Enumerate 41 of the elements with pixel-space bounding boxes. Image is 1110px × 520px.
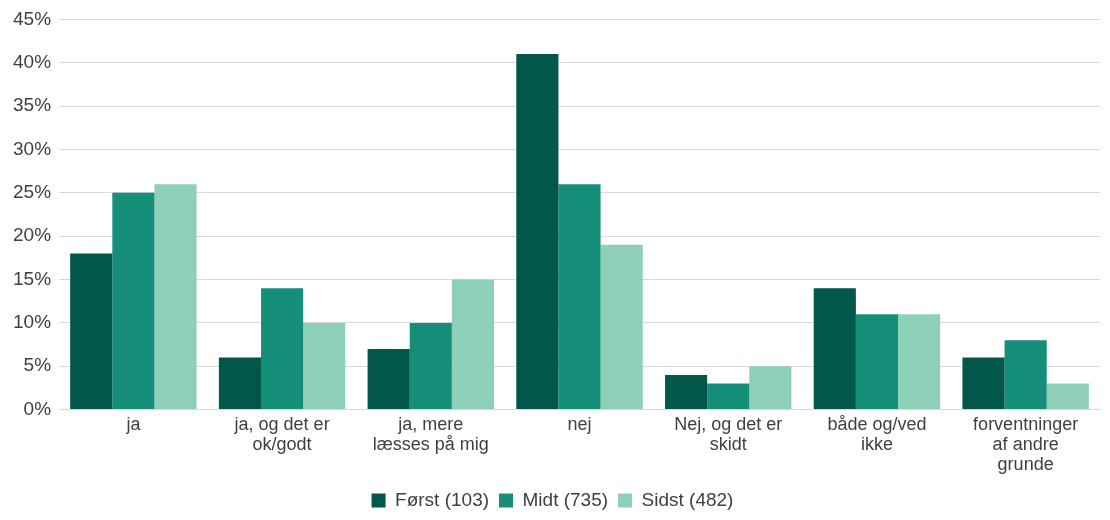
y-tick-label: 35%	[13, 94, 52, 116]
x-tick-label: Nej, og det er skidt	[674, 414, 783, 455]
y-tick-label: 5%	[23, 354, 52, 376]
bar	[707, 383, 750, 410]
bar	[749, 366, 792, 410]
legend-label: Midt (735)	[522, 488, 609, 510]
y-tick-label: 30%	[13, 137, 52, 159]
bar	[1004, 340, 1047, 410]
bar	[1046, 383, 1089, 410]
y-tick-label: 40%	[13, 50, 52, 72]
bar	[70, 253, 113, 410]
bar	[516, 54, 559, 410]
bar	[813, 288, 856, 410]
bar	[409, 322, 452, 410]
y-tick-label: 20%	[13, 224, 52, 246]
bar	[962, 357, 1005, 410]
legend-label: Sidst (482)	[641, 488, 734, 510]
bar	[898, 314, 941, 410]
bar	[218, 357, 262, 410]
x-tick-label: forventninger af andre grunde	[973, 414, 1079, 475]
bar	[855, 314, 898, 410]
x-tick-label: nej	[567, 414, 592, 435]
bar	[558, 184, 601, 410]
y-tick-label: 0%	[23, 397, 52, 419]
y-tick-label: 25%	[13, 181, 52, 203]
bar	[665, 374, 708, 410]
x-tick-label: ja	[125, 414, 142, 435]
bar	[112, 192, 155, 410]
bar	[303, 322, 346, 410]
y-tick-label: 10%	[13, 311, 52, 333]
x-tick-label: både og/ved ikke	[827, 414, 927, 455]
bar	[261, 288, 304, 410]
x-tick-label: ja, og det er ok/godt	[233, 414, 330, 455]
y-tick-label: 15%	[13, 267, 52, 289]
y-tick-label: 45%	[13, 7, 52, 29]
bar	[451, 279, 495, 410]
legend-label: Først (103)	[395, 488, 490, 510]
bar	[367, 348, 410, 410]
bar	[154, 184, 197, 410]
x-tick-label: ja, mere læsses på mig	[372, 414, 489, 455]
bar	[600, 244, 643, 410]
